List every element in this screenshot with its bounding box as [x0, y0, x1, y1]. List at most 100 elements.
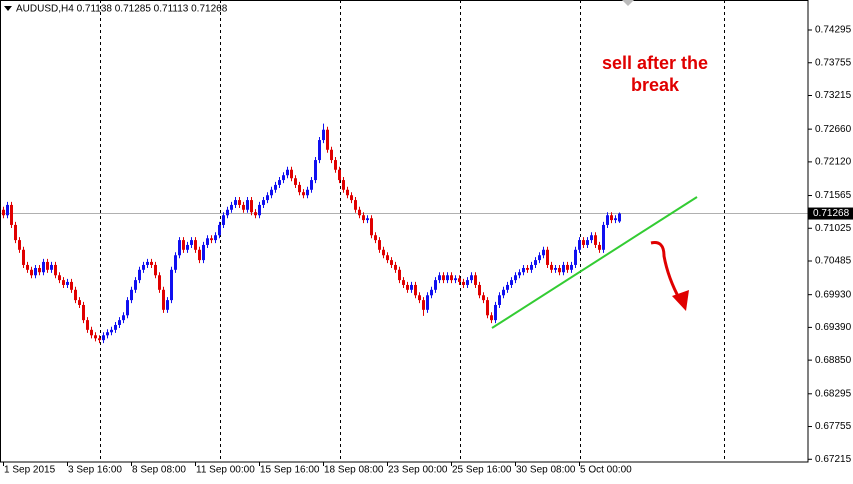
candle-body	[146, 261, 149, 265]
candle-body	[82, 304, 85, 321]
candle-body	[46, 261, 49, 270]
candle-body	[490, 315, 493, 321]
candle-body	[346, 189, 349, 196]
candle-body	[566, 264, 569, 270]
candle-body	[446, 275, 449, 281]
candle-body	[438, 275, 441, 281]
candle-body	[342, 180, 345, 190]
candle-body	[174, 255, 177, 270]
y-tick-label: 0.74295	[815, 25, 852, 36]
candle-body	[526, 267, 529, 270]
candle-body	[90, 329, 93, 336]
plot-layer	[0, 123, 808, 344]
candle-body	[338, 169, 341, 181]
candle-body	[154, 264, 157, 276]
candle-body	[26, 264, 29, 270]
candle-body	[42, 261, 45, 273]
y-tick-label: 0.72660	[815, 124, 852, 135]
candle-body	[122, 315, 125, 321]
candle-body	[398, 269, 401, 281]
candle-body	[290, 169, 293, 179]
candle-body	[74, 289, 77, 301]
candle-body	[210, 238, 213, 241]
candle-body	[442, 275, 445, 281]
candle-body	[386, 255, 389, 261]
candle-body	[374, 235, 377, 241]
candle-body	[106, 332, 109, 336]
candle-body	[150, 261, 153, 265]
x-tick-label: 3 Sep 16:00	[68, 465, 122, 476]
candle-body	[602, 224, 605, 250]
candle-body	[302, 192, 305, 196]
candle-body	[102, 335, 105, 341]
candle-body	[506, 284, 509, 290]
candle-body	[530, 264, 533, 270]
candle-body	[246, 200, 249, 210]
candle-body	[350, 195, 353, 201]
candle-body	[318, 140, 321, 161]
candle-body	[570, 264, 573, 270]
candle-body	[322, 129, 325, 141]
candle-body	[514, 275, 517, 281]
y-tick-label: 0.68850	[815, 355, 852, 366]
candle-body	[462, 281, 465, 285]
candle-body	[382, 249, 385, 256]
candle-body	[114, 324, 117, 330]
candle-body	[178, 240, 181, 256]
candle-body	[218, 224, 221, 236]
candle-body	[358, 209, 361, 216]
x-tick-label: 30 Sep 08:00	[516, 465, 576, 476]
candle-body	[390, 260, 393, 265]
candle-body	[78, 300, 81, 305]
candle-body	[594, 235, 597, 245]
candle-body	[226, 209, 229, 216]
candle-body	[110, 329, 113, 333]
candle-body	[254, 212, 257, 216]
candle-body	[70, 281, 73, 290]
candle-body	[206, 238, 209, 245]
candle-body	[202, 244, 205, 261]
candle-body	[222, 215, 225, 225]
candle-body	[182, 240, 185, 250]
plot-frame	[0, 0, 809, 463]
candle-body	[238, 200, 241, 205]
y-tick-label: 0.67755	[815, 421, 852, 432]
candle-body	[486, 300, 489, 316]
candle-body	[158, 275, 161, 290]
arrow	[650, 241, 682, 301]
y-tick-label: 0.71025	[815, 223, 852, 234]
candle-body	[10, 204, 13, 225]
candle-body	[66, 281, 69, 285]
price-label-box	[808, 207, 853, 220]
candle-body	[198, 249, 201, 261]
x-tick-label: 8 Sep 08:00	[132, 465, 186, 476]
candle-body	[362, 215, 365, 221]
candle-body	[582, 240, 585, 245]
candle-body	[334, 160, 337, 170]
candle-body	[378, 240, 381, 250]
candle-body	[542, 249, 545, 256]
candle-body	[298, 184, 301, 193]
candle-body	[54, 264, 57, 276]
candle-body	[482, 295, 485, 301]
menu-triangle[interactable]	[4, 6, 12, 11]
candle-body	[414, 284, 417, 296]
candle-body	[234, 200, 237, 205]
candle-body	[458, 278, 461, 282]
y-tick-label: 0.73215	[815, 90, 852, 101]
candle-body	[118, 320, 121, 325]
candle-body	[598, 244, 601, 250]
annotation: sell after the	[602, 53, 708, 73]
candle-body	[498, 295, 501, 305]
x-tick-label: 25 Sep 16:00	[452, 465, 512, 476]
candle-body	[314, 160, 317, 181]
y-tick-label: 0.69930	[815, 289, 852, 300]
x-tick-label: 15 Sep 16:00	[260, 465, 320, 476]
candle-body	[426, 295, 429, 310]
candle-body	[294, 178, 297, 185]
candle-body	[86, 320, 89, 330]
candle-body	[134, 280, 137, 290]
candle-body	[370, 218, 373, 236]
